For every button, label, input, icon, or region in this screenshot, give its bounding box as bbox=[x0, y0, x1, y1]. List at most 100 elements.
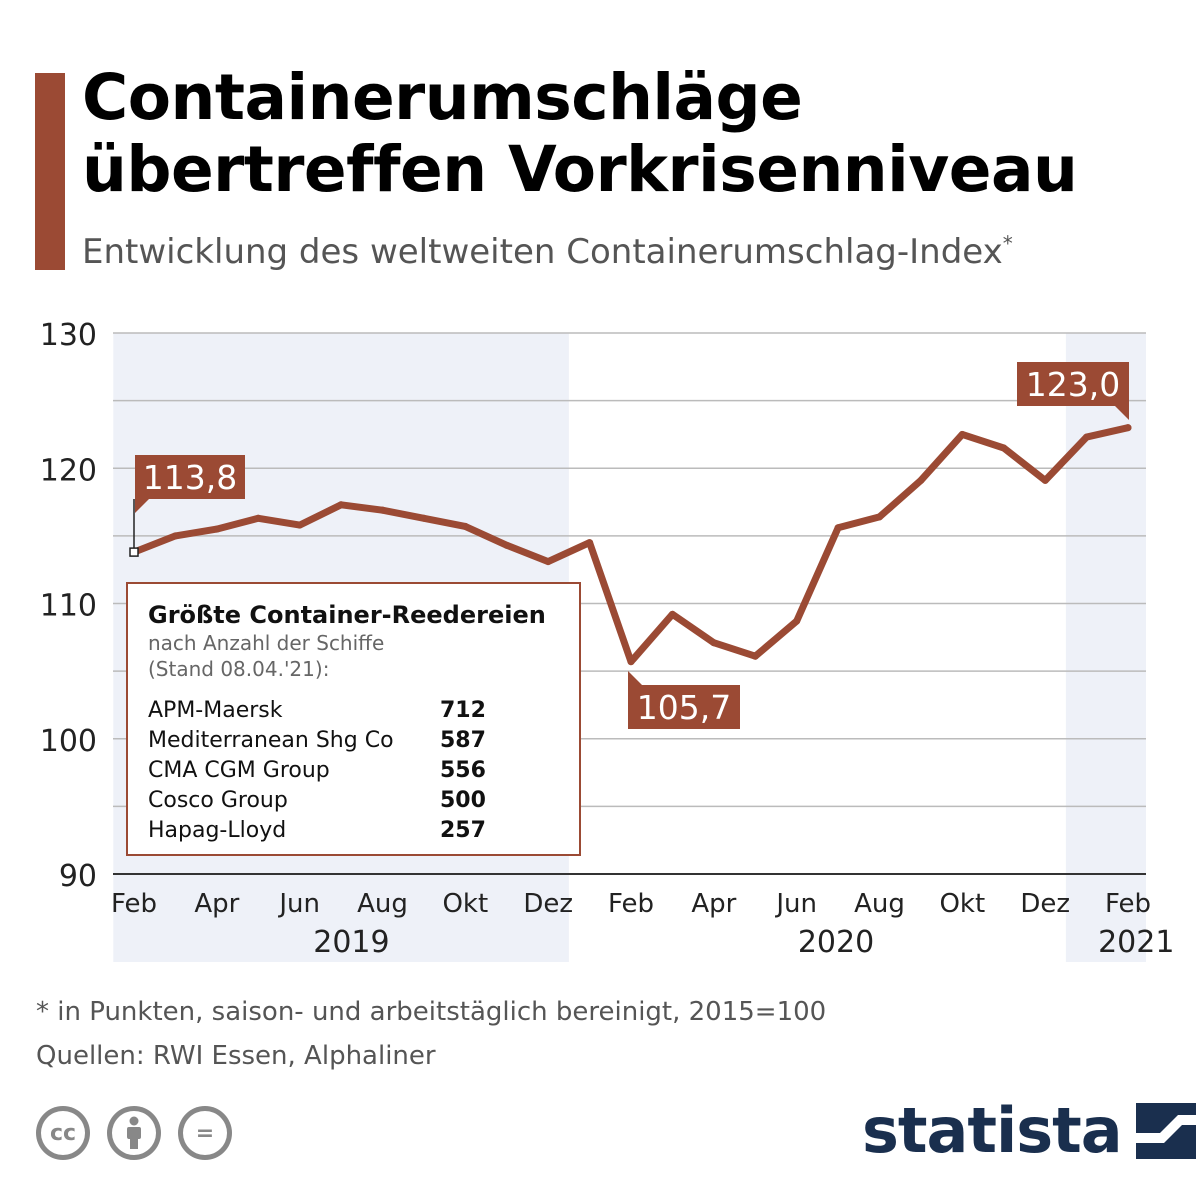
value-callouts: 113,8 105,7 123,0 bbox=[129, 362, 1129, 729]
row-name: CMA CGM Group bbox=[148, 758, 330, 783]
x-tick-label: Aug bbox=[357, 889, 408, 919]
y-axis-ticks: 90 100 110 120 130 bbox=[40, 318, 97, 894]
data-point bbox=[586, 539, 594, 547]
footnote-sources: Quellen: RWI Essen, Alphaliner bbox=[36, 1041, 436, 1071]
by-person-icon[interactable] bbox=[107, 1106, 161, 1160]
table-row: Mediterranean Shg Co 587 bbox=[148, 726, 579, 756]
title-line-2: übertreffen Vorkrisenniveau bbox=[82, 133, 1078, 206]
year-labels: 2019 2020 2021 bbox=[313, 925, 1174, 960]
shipping-lines-table: Größte Container-Reedereien nach Anzahl … bbox=[126, 582, 581, 856]
data-point bbox=[751, 652, 759, 660]
year-label-2019: 2019 bbox=[313, 925, 389, 960]
data-point bbox=[337, 501, 345, 509]
data-point bbox=[710, 639, 718, 647]
year-label-2021: 2021 bbox=[1098, 925, 1174, 960]
data-point bbox=[627, 658, 635, 666]
table-row: Cosco Group 500 bbox=[148, 786, 579, 816]
table-row: CMA CGM Group 556 bbox=[148, 756, 579, 786]
data-point bbox=[503, 541, 511, 549]
row-name: Hapag-Lloyd bbox=[148, 818, 287, 843]
row-value: 712 bbox=[440, 698, 486, 723]
callout-box bbox=[135, 455, 245, 499]
data-point bbox=[171, 532, 179, 540]
subtitle-footnote-marker: * bbox=[1002, 231, 1013, 256]
callout-box bbox=[1017, 362, 1129, 406]
x-tick-label: Apr bbox=[691, 889, 736, 919]
x-tick-label: Okt bbox=[939, 889, 985, 919]
subtitle-text: Entwicklung des weltweiten Containerumsc… bbox=[82, 232, 1003, 272]
nd-equals-icon[interactable]: = bbox=[178, 1106, 232, 1160]
table-subtitle-2: (Stand 08.04.'21): bbox=[148, 657, 330, 681]
accent-bar bbox=[35, 73, 65, 270]
row-name: Mediterranean Shg Co bbox=[148, 728, 394, 753]
year-band-1 bbox=[1065, 333, 1146, 962]
data-point bbox=[876, 513, 883, 521]
x-tick-label: Aug bbox=[854, 889, 905, 919]
data-point bbox=[544, 558, 552, 566]
data-point bbox=[668, 610, 676, 618]
callout-box bbox=[628, 685, 740, 729]
y-tick-label: 100 bbox=[40, 724, 97, 759]
data-point bbox=[254, 514, 262, 522]
footnote-note: * in Punkten, saison- und arbeitstäglich… bbox=[36, 997, 827, 1027]
x-tick-label: Feb bbox=[111, 889, 157, 919]
x-tick-label: Dez bbox=[523, 889, 573, 919]
data-point bbox=[793, 617, 801, 625]
footnote: * in Punkten, saison- und arbeitstäglich… bbox=[36, 990, 826, 1078]
row-value: 257 bbox=[440, 818, 486, 843]
data-point bbox=[834, 524, 842, 532]
y-tick-label: 120 bbox=[40, 453, 97, 488]
nd-glyph: = bbox=[183, 1111, 227, 1155]
x-axis-ticks: Feb Apr Jun Aug Okt Dez Feb Apr Jun Aug Okt Dez Feb bbox=[111, 889, 1151, 919]
y-tick-label: 90 bbox=[59, 859, 97, 894]
y-tick-label: 130 bbox=[40, 318, 97, 353]
callout-label: 123,0 bbox=[1026, 365, 1120, 404]
data-point bbox=[917, 476, 925, 484]
x-tick-label: Jun bbox=[774, 889, 817, 919]
table-subtitle-1: nach Anzahl der Schiffe bbox=[148, 631, 385, 655]
data-point bbox=[1083, 433, 1091, 441]
row-value: 500 bbox=[440, 788, 486, 813]
x-tick-label: Apr bbox=[194, 889, 239, 919]
x-tick-label: Jun bbox=[277, 889, 320, 919]
subtitle: Entwicklung des weltweiten Containerumsc… bbox=[82, 232, 1013, 272]
data-point bbox=[296, 521, 304, 529]
person-glyph bbox=[127, 1116, 141, 1149]
table-rows: APM-Maersk 712 Mediterranean Shg Co 587 CM… bbox=[148, 696, 579, 846]
cc-glyph: cc bbox=[41, 1111, 85, 1155]
table-title: Größte Container-Reedereien bbox=[148, 601, 546, 629]
table-row: Hapag-Lloyd 257 bbox=[148, 816, 579, 846]
data-point bbox=[461, 522, 469, 530]
callout-12: 105,7 bbox=[628, 671, 740, 729]
data-point bbox=[213, 525, 221, 533]
data-point bbox=[1124, 424, 1132, 432]
callout-pointer bbox=[1113, 404, 1129, 420]
callout-pointer bbox=[628, 671, 644, 687]
table-row: APM-Maersk 712 bbox=[148, 696, 579, 726]
data-point bbox=[420, 514, 428, 522]
year-label-2020: 2020 bbox=[798, 925, 874, 960]
data-point bbox=[1000, 444, 1008, 452]
row-value: 587 bbox=[440, 728, 486, 753]
row-name: Cosco Group bbox=[148, 788, 288, 813]
row-name: APM-Maersk bbox=[148, 698, 283, 723]
data-point bbox=[1041, 476, 1049, 484]
title-line-1: Containerumschläge bbox=[82, 61, 803, 134]
brand-wordmark: statista bbox=[862, 1094, 1123, 1167]
statista-logo-icon bbox=[1135, 1102, 1196, 1159]
callout-label: 113,8 bbox=[143, 458, 237, 497]
statista-brand[interactable]: statista bbox=[862, 1094, 1196, 1167]
callout-label: 105,7 bbox=[637, 688, 731, 727]
row-value: 556 bbox=[440, 758, 486, 783]
cc-icon[interactable]: cc bbox=[36, 1106, 90, 1160]
y-tick-label: 110 bbox=[40, 589, 97, 624]
callout-anchor-marker bbox=[129, 547, 139, 557]
data-point bbox=[379, 506, 386, 514]
x-tick-label: Dez bbox=[1020, 889, 1070, 919]
callout-0: 113,8 bbox=[135, 455, 245, 513]
page-title: Containerumschläge übertreffen Vorkrisen… bbox=[82, 61, 1078, 206]
series-layer bbox=[130, 424, 1132, 666]
data-point bbox=[958, 430, 966, 438]
callout-24: 123,0 bbox=[1017, 362, 1129, 420]
x-tick-label: Feb bbox=[1105, 889, 1151, 919]
